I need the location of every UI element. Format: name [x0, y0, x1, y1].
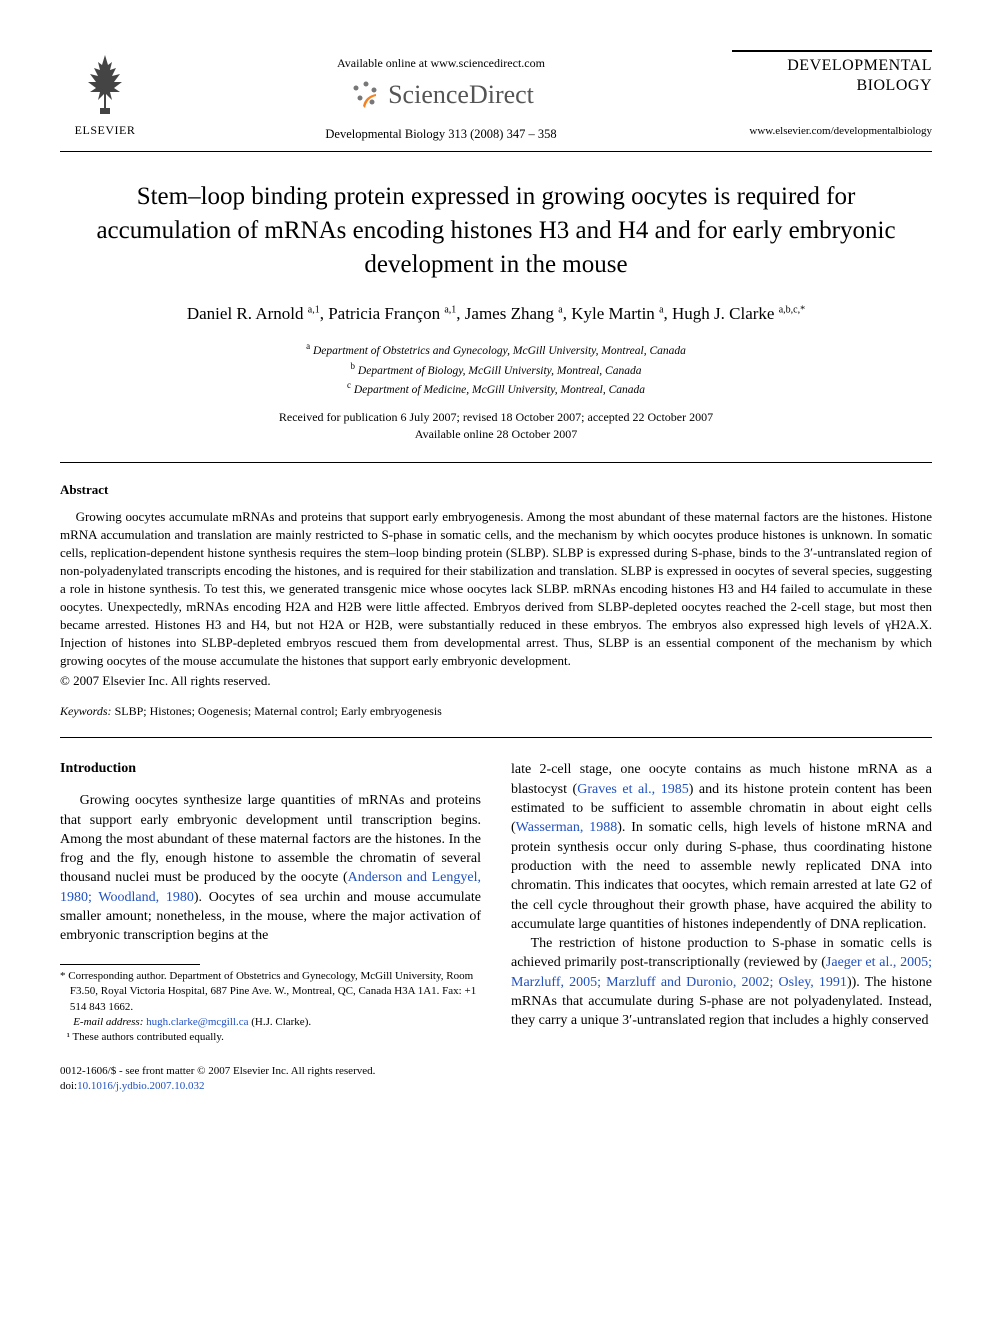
footnotes: * Corresponding author. Department of Ob… [60, 969, 481, 1046]
intro-col2-mid2: ). In somatic cells, high levels of hist… [511, 820, 932, 932]
authors-line: Daniel R. Arnold a,1, Patricia Françon a… [60, 303, 932, 326]
journal-header: ELSEVIER Available online at www.science… [60, 50, 932, 143]
pre-abstract-rule [60, 462, 932, 463]
article-title: Stem–loop binding protein expressed in g… [60, 180, 932, 281]
journal-url: www.elsevier.com/developmentalbiology [749, 124, 932, 139]
citation-link-wasserman[interactable]: Wasserman, 1988 [516, 820, 618, 835]
equal-contribution: ¹ These authors contributed equally. [60, 1030, 481, 1045]
journal-title-line2: BIOLOGY [857, 77, 933, 94]
intro-para-2: The restriction of histone production to… [511, 934, 932, 1031]
journal-title-line1: DEVELOPMENTAL [787, 57, 932, 74]
keywords-text: SLBP; Histones; Oogenesis; Maternal cont… [112, 704, 442, 718]
keywords-line: Keywords: SLBP; Histones; Oogenesis; Mat… [60, 703, 932, 719]
footnote-rule [60, 964, 200, 965]
sciencedirect-icon [348, 78, 382, 112]
citation-link-graves[interactable]: Graves et al., 1985 [577, 782, 689, 797]
keywords-label: Keywords: [60, 704, 112, 718]
elsevier-logo-block: ELSEVIER [60, 50, 150, 138]
affiliations: a Department of Obstetrics and Gynecolog… [60, 340, 932, 399]
post-abstract-rule [60, 737, 932, 738]
abstract-text: Growing oocytes accumulate mRNAs and pro… [60, 508, 932, 669]
journal-title-block: DEVELOPMENTAL BIOLOGY www.elsevier.com/d… [732, 50, 932, 139]
email-label: E-mail address: [73, 1016, 143, 1028]
received-date: Received for publication 6 July 2007; re… [279, 410, 713, 424]
right-column: late 2-cell stage, one oocyte contains a… [511, 760, 932, 1045]
header-rule [60, 151, 932, 152]
left-column: Introduction Growing oocytes synthesize … [60, 760, 481, 1045]
email-suffix: (H.J. Clarke). [248, 1016, 311, 1028]
doi-link[interactable]: 10.1016/j.ydbio.2007.10.032 [77, 1080, 204, 1092]
corresponding-author: * Corresponding author. Department of Ob… [60, 969, 481, 1015]
doi-label: doi: [60, 1080, 77, 1092]
journal-title: DEVELOPMENTAL BIOLOGY [787, 56, 932, 96]
sciencedirect-logo: ScienceDirect [348, 77, 534, 112]
intro-para-1-cont: late 2-cell stage, one oocyte contains a… [511, 760, 932, 934]
abstract-copyright: © 2007 Elsevier Inc. All rights reserved… [60, 672, 932, 690]
intro-para-1: Growing oocytes synthesize large quantit… [60, 791, 481, 946]
sciencedirect-text: ScienceDirect [388, 77, 534, 112]
citation-line: Developmental Biology 313 (2008) 347 – 3… [325, 126, 556, 143]
online-date: Available online 28 October 2007 [415, 427, 577, 441]
available-online-text: Available online at www.sciencedirect.co… [337, 55, 545, 71]
elsevier-label: ELSEVIER [75, 122, 136, 138]
issn-line: 0012-1606/$ - see front matter © 2007 El… [60, 1065, 375, 1077]
header-center: Available online at www.sciencedirect.co… [150, 50, 732, 143]
article-dates: Received for publication 6 July 2007; re… [60, 409, 932, 444]
email-line: E-mail address: hugh.clarke@mcgill.ca (H… [60, 1015, 481, 1030]
footer-bar: 0012-1606/$ - see front matter © 2007 El… [60, 1064, 932, 1095]
elsevier-tree-icon [70, 50, 140, 120]
introduction-heading: Introduction [60, 760, 481, 779]
email-link[interactable]: hugh.clarke@mcgill.ca [146, 1016, 248, 1028]
body-columns: Introduction Growing oocytes synthesize … [60, 760, 932, 1045]
abstract-label: Abstract [60, 481, 932, 499]
